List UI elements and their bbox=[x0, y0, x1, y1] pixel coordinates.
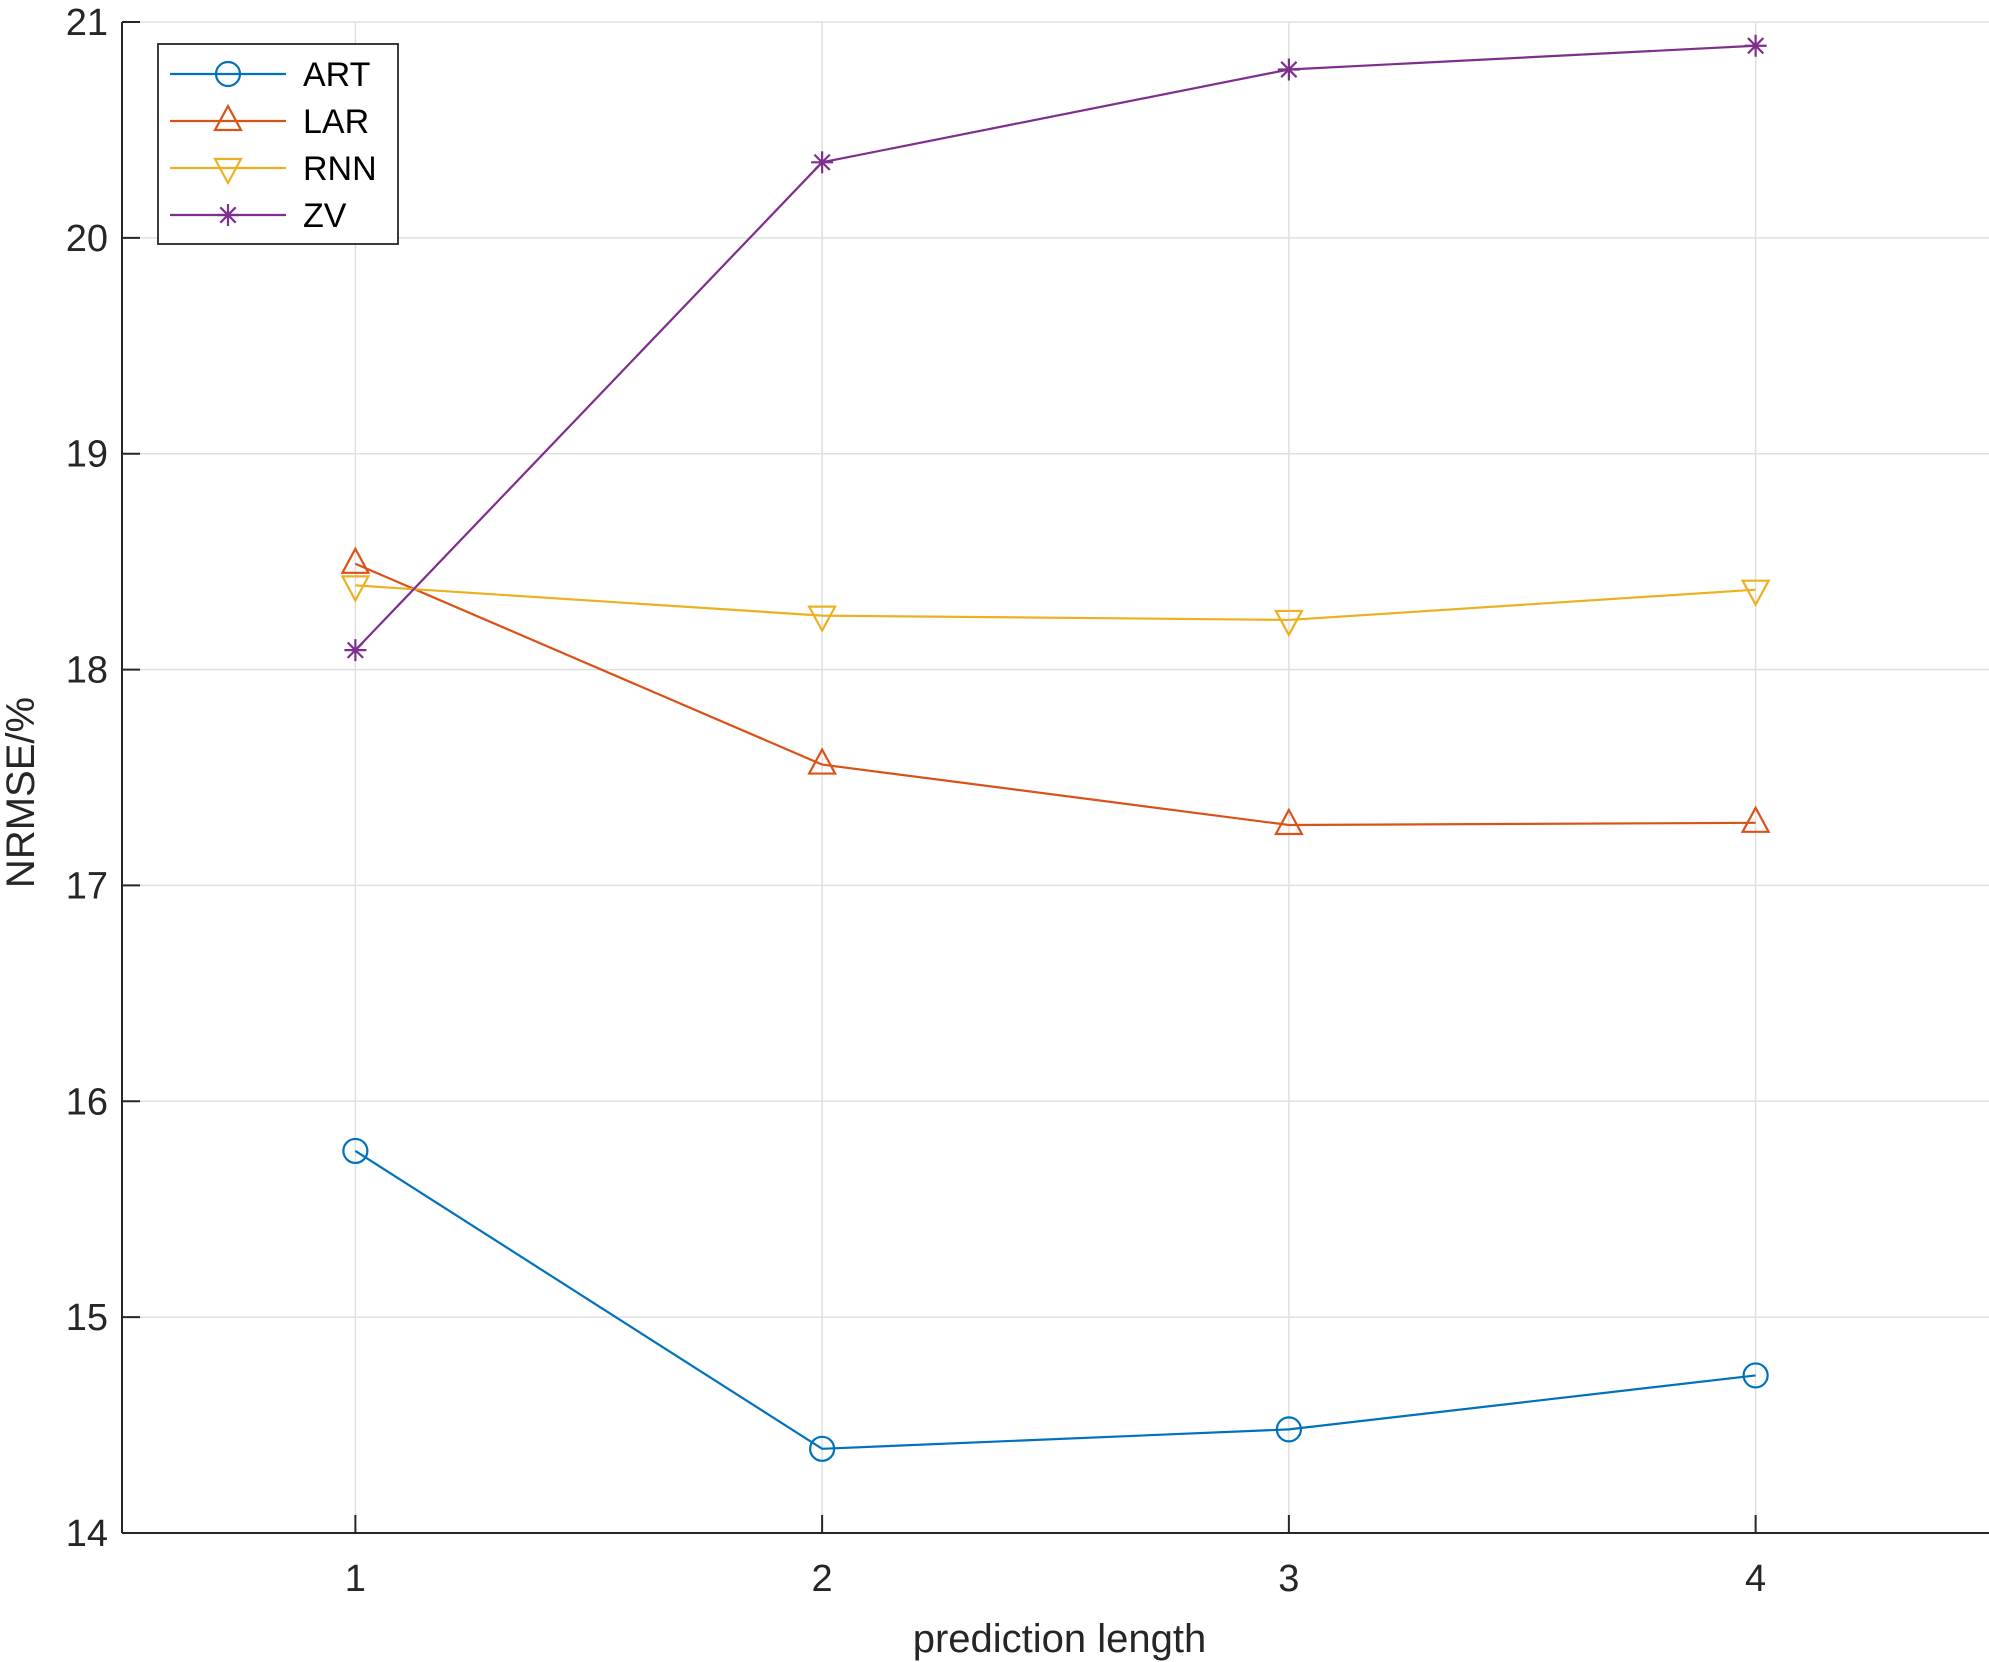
y-axis-label: NRMSE/% bbox=[0, 697, 43, 888]
legend-item-zv: ZV bbox=[170, 197, 347, 235]
x-tick-label: 4 bbox=[1745, 1558, 1766, 1600]
legend: ART LAR RNN ZV bbox=[157, 43, 399, 245]
data-point-lar-3 bbox=[1274, 807, 1304, 836]
legend-marker bbox=[213, 103, 243, 132]
y-tick-label: 21 bbox=[66, 2, 108, 44]
series-line-lar bbox=[354, 562, 1756, 827]
data-point-art-1 bbox=[342, 1137, 369, 1165]
data-point-zv-4 bbox=[1744, 34, 1767, 57]
series-line-art bbox=[354, 1150, 1756, 1450]
y-tick-label: 15 bbox=[66, 1297, 108, 1339]
x-axis-label: prediction length bbox=[913, 1617, 1207, 1661]
y-tick-label: 18 bbox=[66, 650, 108, 692]
legend-label: LAR bbox=[303, 103, 369, 141]
legend-marker bbox=[213, 157, 243, 186]
legend-label: ART bbox=[303, 56, 370, 94]
series-art bbox=[342, 1137, 1769, 1462]
data-point-rnn-2 bbox=[807, 605, 837, 633]
legend-item-rnn: RNN bbox=[170, 150, 377, 188]
legend-label: RNN bbox=[303, 150, 377, 188]
series-rnn bbox=[340, 575, 1771, 638]
x-tick-label: 1 bbox=[345, 1558, 366, 1600]
y-tick-label: 17 bbox=[66, 865, 108, 907]
y-tick-label: 16 bbox=[66, 1081, 108, 1123]
legend-item-art: ART bbox=[170, 56, 370, 94]
asterisk-stroke bbox=[1747, 37, 1765, 55]
data-point-zv-1 bbox=[344, 639, 367, 662]
legend-marker bbox=[217, 204, 239, 226]
x-tick-label: 3 bbox=[1278, 1558, 1299, 1600]
y-tick-label: 20 bbox=[66, 218, 108, 260]
x-tick-label: 2 bbox=[812, 1558, 833, 1600]
data-point-rnn-1 bbox=[340, 575, 371, 603]
asterisk-stroke bbox=[1280, 61, 1298, 78]
axes: 1 2 3 4 14 15 16 17 18 19 20 21 bbox=[66, 2, 1989, 1600]
legend-marker bbox=[214, 60, 242, 88]
series-layer bbox=[340, 34, 1771, 1462]
asterisk-stroke bbox=[813, 153, 831, 171]
legend-label: ZV bbox=[303, 197, 347, 235]
series-line-rnn bbox=[355, 584, 1756, 622]
data-point-art-4 bbox=[1742, 1362, 1769, 1389]
data-point-lar-1 bbox=[340, 546, 371, 574]
data-point-zv-3 bbox=[1277, 58, 1300, 81]
data-point-art-2 bbox=[809, 1435, 836, 1462]
data-point-lar-4 bbox=[1740, 805, 1771, 833]
legend-item-lar: LAR bbox=[170, 103, 369, 141]
asterisk-stroke bbox=[219, 206, 237, 224]
data-point-rnn-4 bbox=[1740, 579, 1771, 608]
series-line-zv bbox=[354, 44, 1756, 651]
data-point-art-3 bbox=[1275, 1416, 1302, 1443]
data-point-lar-2 bbox=[807, 747, 837, 775]
series-zv bbox=[344, 34, 1767, 662]
y-tick-label: 14 bbox=[66, 1513, 108, 1555]
y-tick-label: 19 bbox=[66, 434, 108, 476]
legend-box bbox=[157, 43, 399, 245]
series-lar bbox=[340, 546, 1771, 836]
data-point-rnn-3 bbox=[1274, 609, 1304, 638]
data-point-zv-2 bbox=[811, 151, 834, 174]
asterisk-stroke bbox=[346, 641, 364, 659]
